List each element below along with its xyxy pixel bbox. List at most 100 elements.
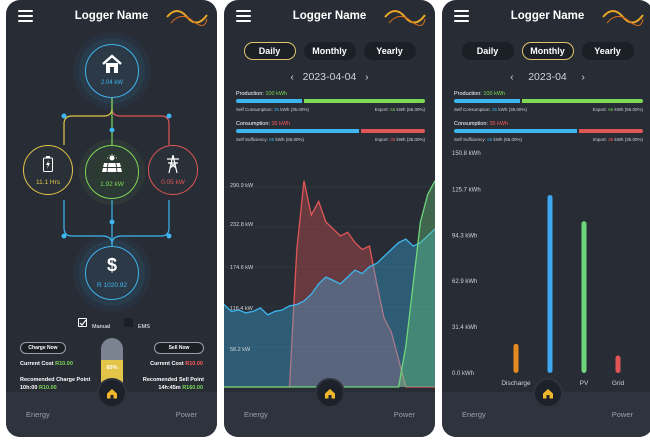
app-title: Logger Name	[74, 10, 149, 22]
tab-yearly[interactable]: Yearly	[363, 42, 416, 60]
cost-value: R 1020.92	[97, 282, 127, 289]
area-series-line	[224, 228, 435, 316]
house-value: 2.04 kW	[100, 80, 123, 86]
battery-icon	[43, 156, 53, 172]
y-tick-label: 150.8 kWh	[452, 151, 481, 157]
production-breakdown: Self Consumption: 35 kWh (35.00%) Export…	[236, 107, 425, 112]
import-segment	[360, 129, 425, 133]
consumption-label: Consumption: 35 kWh	[236, 121, 291, 127]
area-series-fill	[224, 228, 435, 387]
nav-power[interactable]: Power	[611, 410, 633, 419]
bar-load	[547, 195, 553, 373]
self-consumption-segment	[454, 99, 521, 103]
bottom-nav: Energy Power	[442, 378, 650, 437]
grid-tower-icon	[167, 155, 179, 173]
menu-icon[interactable]	[236, 10, 251, 22]
x-tick-label: PV	[580, 380, 589, 387]
period-tabs: Daily Monthly Yearly	[442, 42, 650, 60]
logo-wave-icon	[166, 10, 208, 26]
home-icon	[106, 388, 117, 398]
import-segment	[578, 129, 643, 133]
consumption-bar	[454, 129, 643, 133]
solar-node[interactable]: 1.92 kW	[85, 145, 139, 199]
manual-checkbox[interactable]	[78, 318, 87, 327]
y-tick-label: 31.4 kWh	[452, 325, 477, 331]
y-tick-label: 125.7 kWh	[452, 188, 481, 194]
check-icon	[79, 319, 87, 326]
y-tick-label: 232.8 kW	[230, 222, 254, 228]
x-tick-label: Discharge	[501, 380, 531, 387]
battery-node[interactable]: 11.1 Hrs	[23, 145, 73, 195]
logo-wave-icon	[384, 10, 426, 26]
tab-yearly[interactable]: Yearly	[581, 42, 634, 60]
manual-label: Manual	[92, 324, 111, 330]
chevron-left-icon[interactable]: ‹	[510, 71, 514, 83]
nav-home-button[interactable]	[532, 378, 563, 408]
date-value: 2023-04-04	[302, 71, 357, 83]
self-consumption-segment	[236, 99, 303, 103]
home-icon	[324, 388, 335, 398]
bottom-nav: Energy Power	[6, 378, 217, 437]
app-title: Logger Name	[510, 10, 585, 22]
cost-node[interactable]: $ R 1020.92	[85, 246, 139, 300]
phone-screen-monthly: Logger Name Daily Monthly Yearly ‹ 2023-…	[442, 0, 650, 437]
logo-wave-icon	[602, 10, 644, 26]
bar-pv	[581, 221, 587, 373]
battery-value: 11.1 Hrs	[35, 179, 61, 186]
y-tick-label: 58.2 kW	[230, 347, 251, 353]
grid-node[interactable]: 0.05 kW	[148, 145, 198, 195]
production-bar	[236, 99, 425, 103]
bottom-nav: Energy Power	[224, 378, 435, 437]
y-tick-label: 290.9 kW	[230, 183, 254, 189]
export-segment	[304, 99, 425, 103]
app-header: Logger Name	[6, 0, 217, 34]
nav-power[interactable]: Power	[175, 410, 197, 419]
consumption-bar	[236, 129, 425, 133]
nav-energy[interactable]: Energy	[462, 410, 486, 419]
nav-energy[interactable]: Energy	[26, 410, 50, 419]
sell-now-button[interactable]: Sell Now	[154, 342, 204, 354]
chevron-right-icon[interactable]: ›	[581, 71, 585, 83]
tab-monthly[interactable]: Monthly	[303, 42, 356, 60]
tab-daily[interactable]: Daily	[461, 42, 514, 60]
y-tick-label: 62.9 kWh	[452, 279, 477, 285]
tab-daily[interactable]: Daily	[243, 42, 296, 60]
y-tick-label: 94.3 kWh	[452, 233, 477, 239]
menu-icon[interactable]	[454, 10, 469, 22]
export-segment	[522, 99, 643, 103]
production-bar	[454, 99, 643, 103]
nav-power[interactable]: Power	[393, 410, 415, 419]
production-label: Production: 100 kWh	[236, 91, 288, 97]
charge-point-value: 10h:00 R10.00	[20, 385, 57, 391]
self-sufficiency-segment	[236, 129, 359, 133]
area-series-fill	[224, 180, 435, 387]
sell-point-label: Recomended Sell Point	[142, 377, 204, 383]
charge-now-button[interactable]: Charge Now	[20, 342, 66, 354]
nav-home-button[interactable]	[96, 378, 127, 408]
nav-home-button[interactable]	[314, 378, 345, 408]
ems-checkbox[interactable]	[124, 318, 133, 327]
chevron-left-icon[interactable]: ‹	[290, 71, 294, 83]
nav-energy[interactable]: Energy	[244, 410, 268, 419]
app-header: Logger Name	[224, 0, 435, 34]
period-tabs: Daily Monthly Yearly	[224, 42, 435, 60]
consumption-breakdown: Self Sufficiency: 65 kWh (65.00%) Import…	[236, 137, 425, 142]
date-value: 2023-04	[528, 71, 567, 83]
y-tick-label: 0.0 kWh	[452, 371, 474, 377]
chevron-right-icon[interactable]: ›	[365, 71, 369, 83]
current-cost-left: Current Cost R10.00	[20, 361, 73, 367]
energy-flow-diagram	[61, 95, 172, 250]
solar-panel-icon	[102, 154, 122, 173]
bar-grid	[615, 355, 621, 373]
date-selector: ‹ 2023-04 ›	[442, 71, 650, 83]
dollar-icon: $	[106, 255, 117, 275]
current-cost-right: Current Cost R10.00	[150, 361, 203, 367]
phone-screen-overview: Logger Name 2.04 kW	[6, 0, 217, 437]
solar-value: 1.92 kW	[100, 181, 124, 188]
house-node[interactable]: 2.04 kW	[85, 44, 139, 98]
menu-icon[interactable]	[18, 10, 33, 22]
monthly-energy-bar-chart: 0.0 kWh 31.4 kWh 62.9 kWh 94.3 kWh 125.7 kWh…	[452, 151, 625, 387]
production-label: Production: 100 kWh	[454, 91, 506, 97]
y-tick-label: 174.6 kW	[230, 265, 254, 271]
tab-monthly[interactable]: Monthly	[521, 42, 574, 60]
